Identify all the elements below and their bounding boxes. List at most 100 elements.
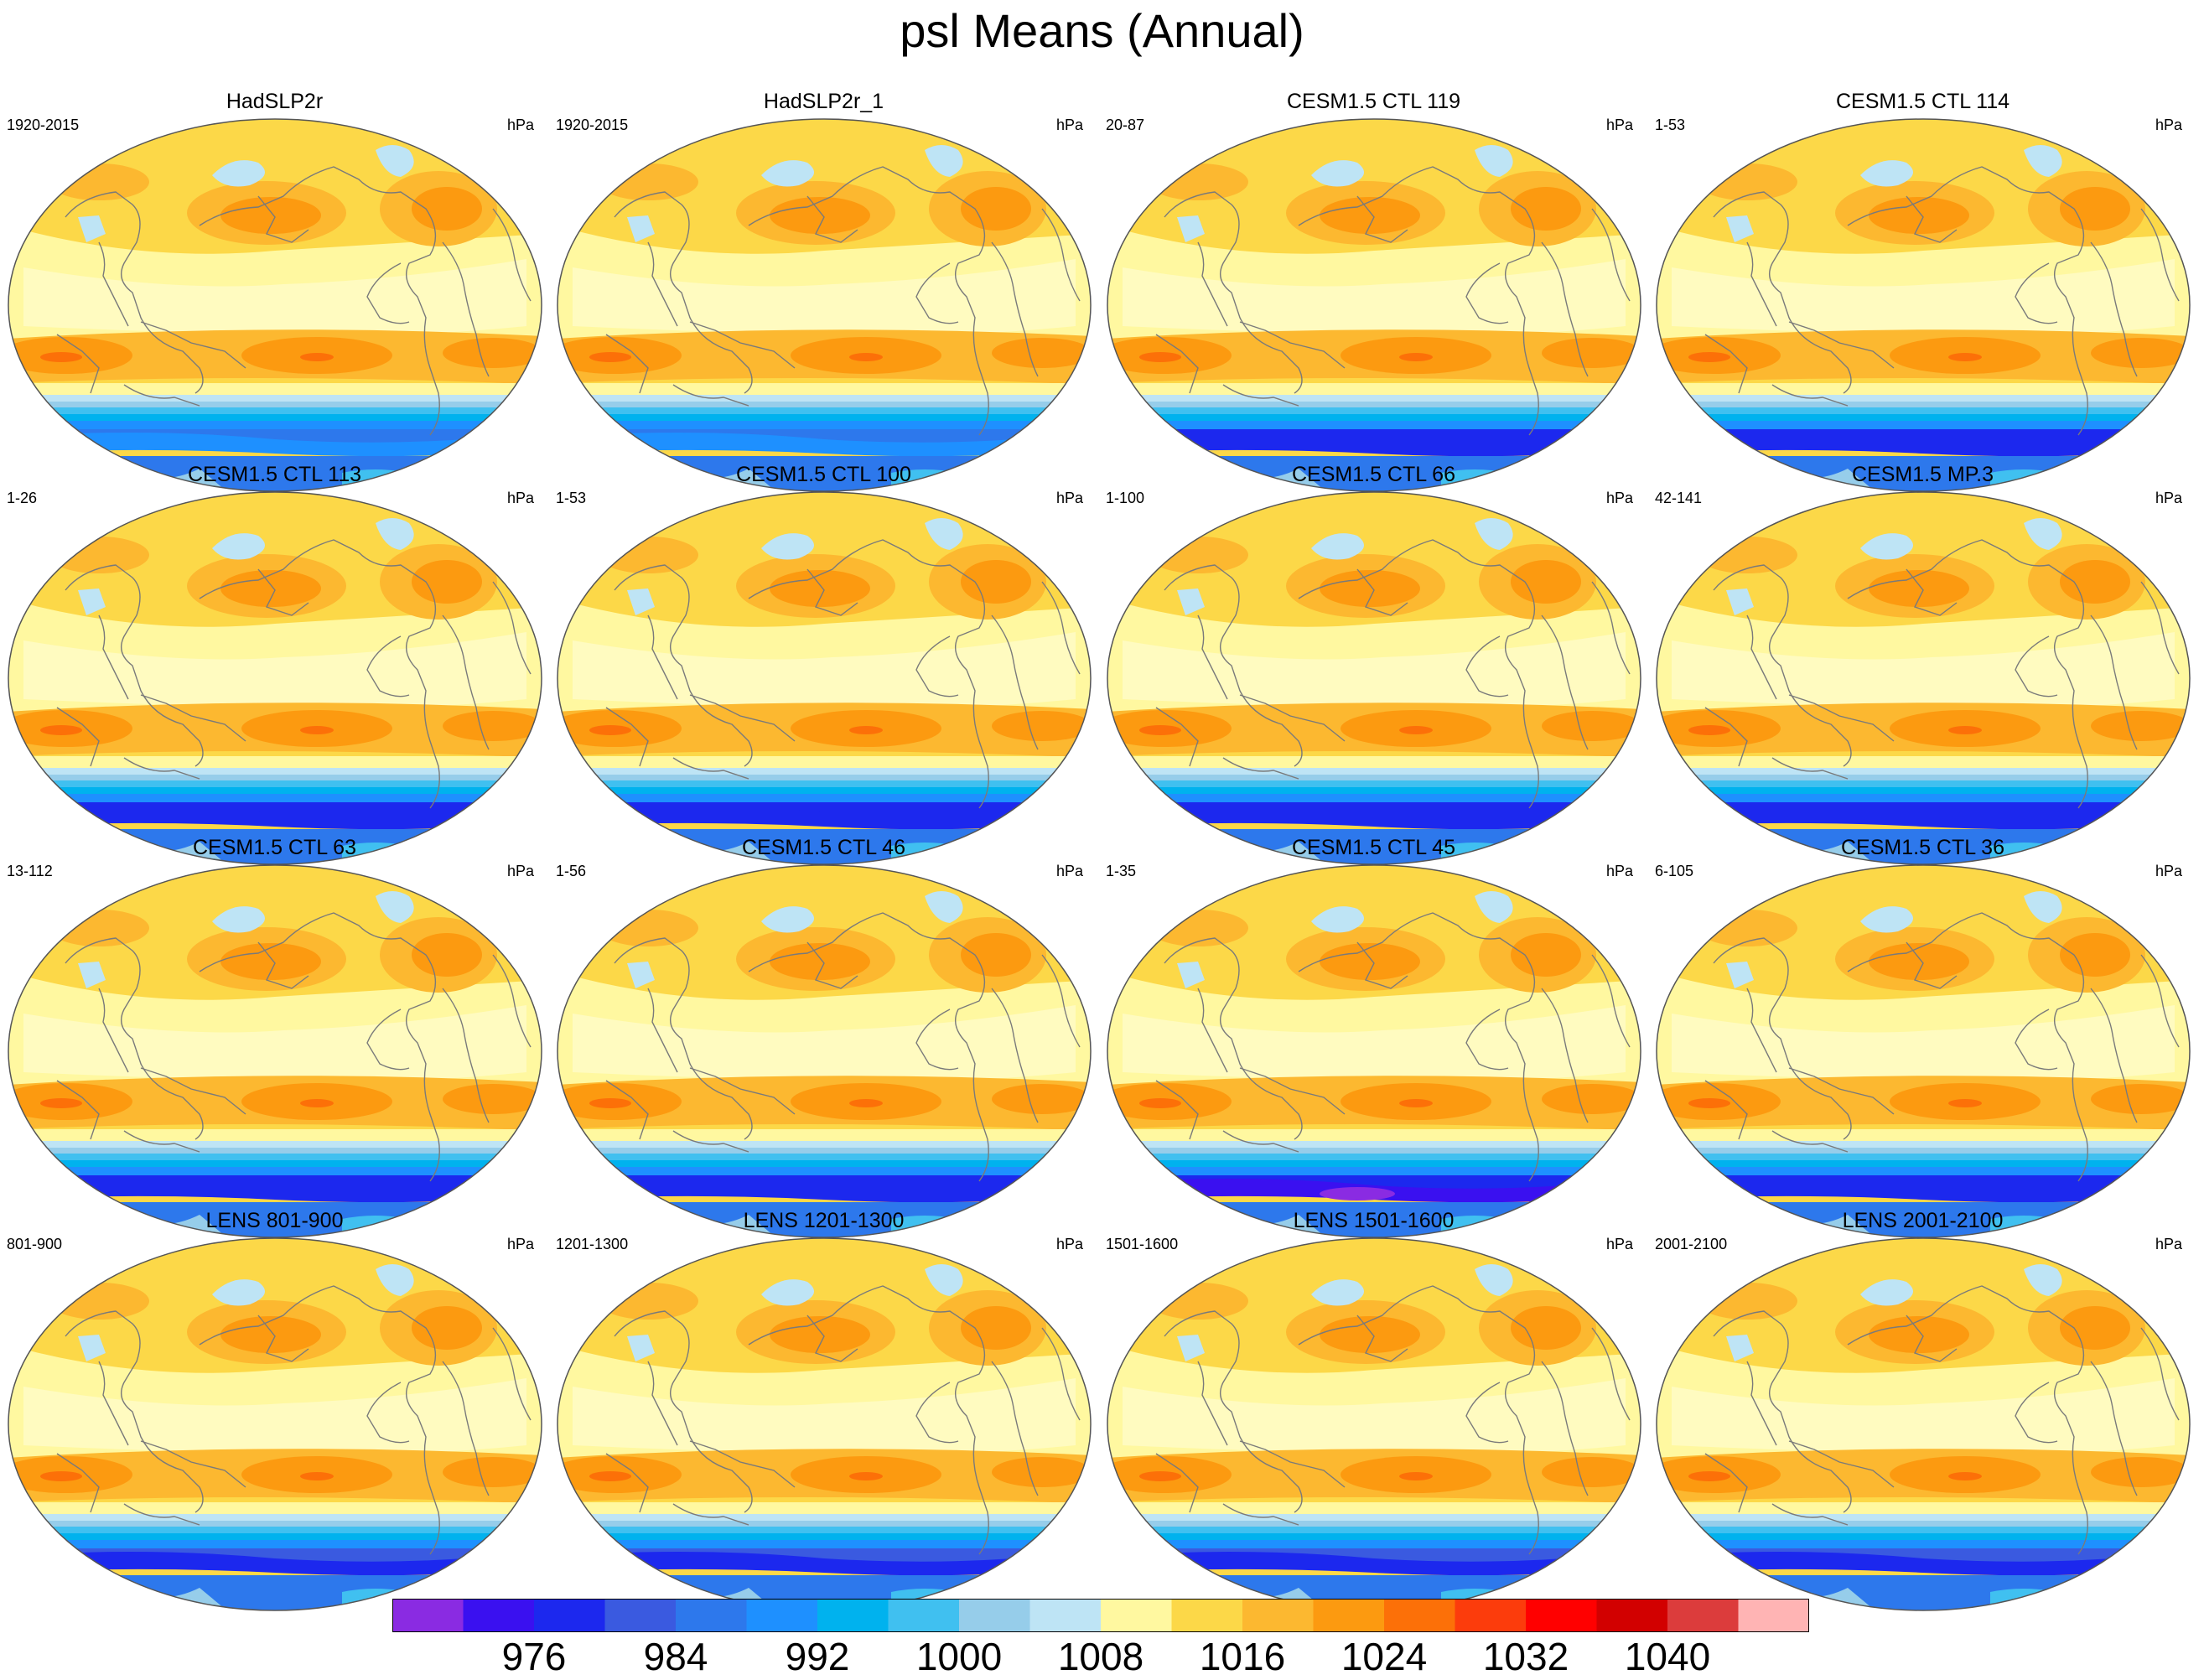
- colorbar-tick-label: 1000: [915, 1635, 1003, 1678]
- map-panel: CESM1.5 CTL 100 1-53 hPa: [549, 461, 1098, 880]
- colorbar-swatch: [888, 1599, 960, 1632]
- map-panel: CESM1.5 CTL 66 1-100 hPa: [1099, 461, 1648, 880]
- panel-years: 1-53: [556, 490, 587, 506]
- colorbar-swatch: [463, 1599, 535, 1632]
- panel-units: hPa: [1605, 490, 1633, 506]
- colorbar-swatch: [392, 1599, 464, 1632]
- sea-level-pressure-map: [7, 117, 543, 498]
- sea-level-pressure-map: [556, 490, 1092, 871]
- sea-level-pressure-map: [1106, 117, 1642, 498]
- panel-years: 1201-1300: [556, 1236, 629, 1252]
- panel-units: hPa: [1055, 490, 1083, 506]
- panel-title: LENS 801-900: [205, 1209, 344, 1232]
- panel-years: 1-100: [1106, 490, 1145, 506]
- panel-years: 1920-2015: [556, 117, 629, 133]
- colorbar-tick-label: 992: [785, 1635, 850, 1678]
- map-panel: CESM1.5 CTL 45 1-35 hPa: [1099, 834, 1648, 1253]
- colorbar-swatch: [676, 1599, 747, 1632]
- panel-years: 13-112: [7, 863, 53, 879]
- map-panel: CESM1.5 CTL 114 1-53 hPa: [1648, 88, 2197, 507]
- panel-title: CESM1.5 CTL 66: [1292, 463, 1455, 486]
- colorbar-swatch: [1384, 1599, 1455, 1632]
- panel-years: 6-105: [1655, 863, 1694, 879]
- panel-title: CESM1.5 CTL 36: [1841, 836, 2004, 859]
- sea-level-pressure-map: [7, 490, 543, 871]
- panel-title: HadSLP2r_1: [763, 90, 884, 113]
- colorbar-tick-label: 976: [501, 1635, 567, 1678]
- map-panel: CESM1.5 CTL 63 13-112 hPa: [0, 834, 549, 1253]
- panel-years: 801-900: [7, 1236, 63, 1252]
- panel-units: hPa: [2155, 117, 2182, 133]
- panel-title: CESM1.5 CTL 114: [1835, 90, 2010, 113]
- sea-level-pressure-map: [1655, 1236, 2191, 1617]
- colorbar-swatch: [534, 1599, 605, 1632]
- colorbar-swatch: [1029, 1599, 1102, 1632]
- colorbar-swatch: [1596, 1599, 1668, 1632]
- map-panel: CESM1.5 CTL 46 1-56 hPa: [549, 834, 1098, 1253]
- colorbar: [392, 1599, 1809, 1632]
- map-panel: CESM1.5 CTL 36 6-105 hPa: [1648, 834, 2197, 1253]
- colorbar-swatch: [746, 1599, 818, 1632]
- panel-units: hPa: [1055, 863, 1083, 879]
- panel-units: hPa: [2155, 490, 2182, 506]
- panel-years: 2001-2100: [1655, 1236, 1728, 1252]
- panel-title: CESM1.5 MP.3: [1851, 463, 1994, 486]
- sea-level-pressure-map: [556, 1236, 1092, 1617]
- colorbar-swatch: [1171, 1599, 1243, 1632]
- colorbar-tick-label: 1016: [1199, 1635, 1286, 1678]
- map-panel: LENS 2001-2100 2001-2100 hPa: [1648, 1207, 2197, 1626]
- panel-title: CESM1.5 CTL 45: [1292, 836, 1455, 859]
- sea-level-pressure-map: [1106, 490, 1642, 871]
- map-panel: CESM1.5 CTL 113 1-26 hPa: [0, 461, 549, 880]
- map-panel: HadSLP2r 1920-2015 hPa: [0, 88, 549, 507]
- map-panel: LENS 801-900 801-900 hPa: [0, 1207, 549, 1626]
- panel-units: hPa: [1605, 1236, 1633, 1252]
- colorbar-swatch: [817, 1599, 889, 1632]
- panel-years: 1-26: [7, 490, 38, 506]
- colorbar-tick-label: 1024: [1341, 1635, 1428, 1678]
- panel-units: hPa: [506, 863, 534, 879]
- panel-title: CESM1.5 CTL 100: [736, 463, 911, 486]
- colorbar-swatch: [1455, 1599, 1527, 1632]
- sea-level-pressure-map: [7, 863, 543, 1244]
- sea-level-pressure-map: [7, 1236, 543, 1617]
- sea-level-pressure-map: [556, 863, 1092, 1244]
- panel-title: LENS 1201-1300: [743, 1209, 905, 1232]
- panel-units: hPa: [506, 490, 534, 506]
- colorbar-swatch: [1526, 1599, 1597, 1632]
- panel-units: hPa: [1055, 117, 1083, 133]
- colorbar-swatch: [1738, 1599, 1809, 1632]
- colorbar-tick-label: 1040: [1624, 1635, 1711, 1678]
- colorbar-swatch: [959, 1599, 1030, 1632]
- colorbar-swatch: [1667, 1599, 1739, 1632]
- map-panel: HadSLP2r_1 1920-2015 hPa: [549, 88, 1098, 507]
- panel-title: CESM1.5 CTL 63: [193, 836, 356, 859]
- sea-level-pressure-map: [1106, 863, 1642, 1244]
- panel-title: LENS 1501-1600: [1293, 1209, 1455, 1232]
- panel-title: HadSLP2r: [226, 90, 324, 113]
- panel-units: hPa: [2155, 1236, 2182, 1252]
- colorbar-swatch: [604, 1599, 677, 1632]
- panel-units: hPa: [1055, 1236, 1083, 1252]
- panel-units: hPa: [506, 117, 534, 133]
- colorbar-swatch: [1242, 1599, 1314, 1632]
- panel-years: 1-56: [556, 863, 587, 879]
- colorbar-swatch: [1313, 1599, 1385, 1632]
- panel-units: hPa: [506, 1236, 534, 1252]
- map-panel: CESM1.5 CTL 119 20-87 hPa: [1099, 88, 1648, 507]
- colorbar-tick-label: 1008: [1057, 1635, 1144, 1678]
- sea-level-pressure-map: [556, 117, 1092, 498]
- map-panel: CESM1.5 MP.3 42-141 hPa: [1648, 461, 2197, 880]
- colorbar-tick-label: 984: [643, 1635, 708, 1678]
- panel-title: LENS 2001-2100: [1842, 1209, 2004, 1232]
- panel-units: hPa: [1605, 117, 1633, 133]
- sea-level-pressure-map: [1106, 1236, 1642, 1617]
- sea-level-pressure-map: [1655, 490, 2191, 871]
- map-panel: LENS 1501-1600 1501-1600 hPa: [1099, 1207, 1648, 1626]
- panel-years: 1501-1600: [1106, 1236, 1179, 1252]
- map-panel: LENS 1201-1300 1201-1300 hPa: [549, 1207, 1098, 1626]
- panel-units: hPa: [2155, 863, 2182, 879]
- colorbar-outline: [392, 1599, 1809, 1632]
- panel-title: CESM1.5 CTL 46: [742, 836, 905, 859]
- main-title: psl Means (Annual): [900, 4, 1304, 57]
